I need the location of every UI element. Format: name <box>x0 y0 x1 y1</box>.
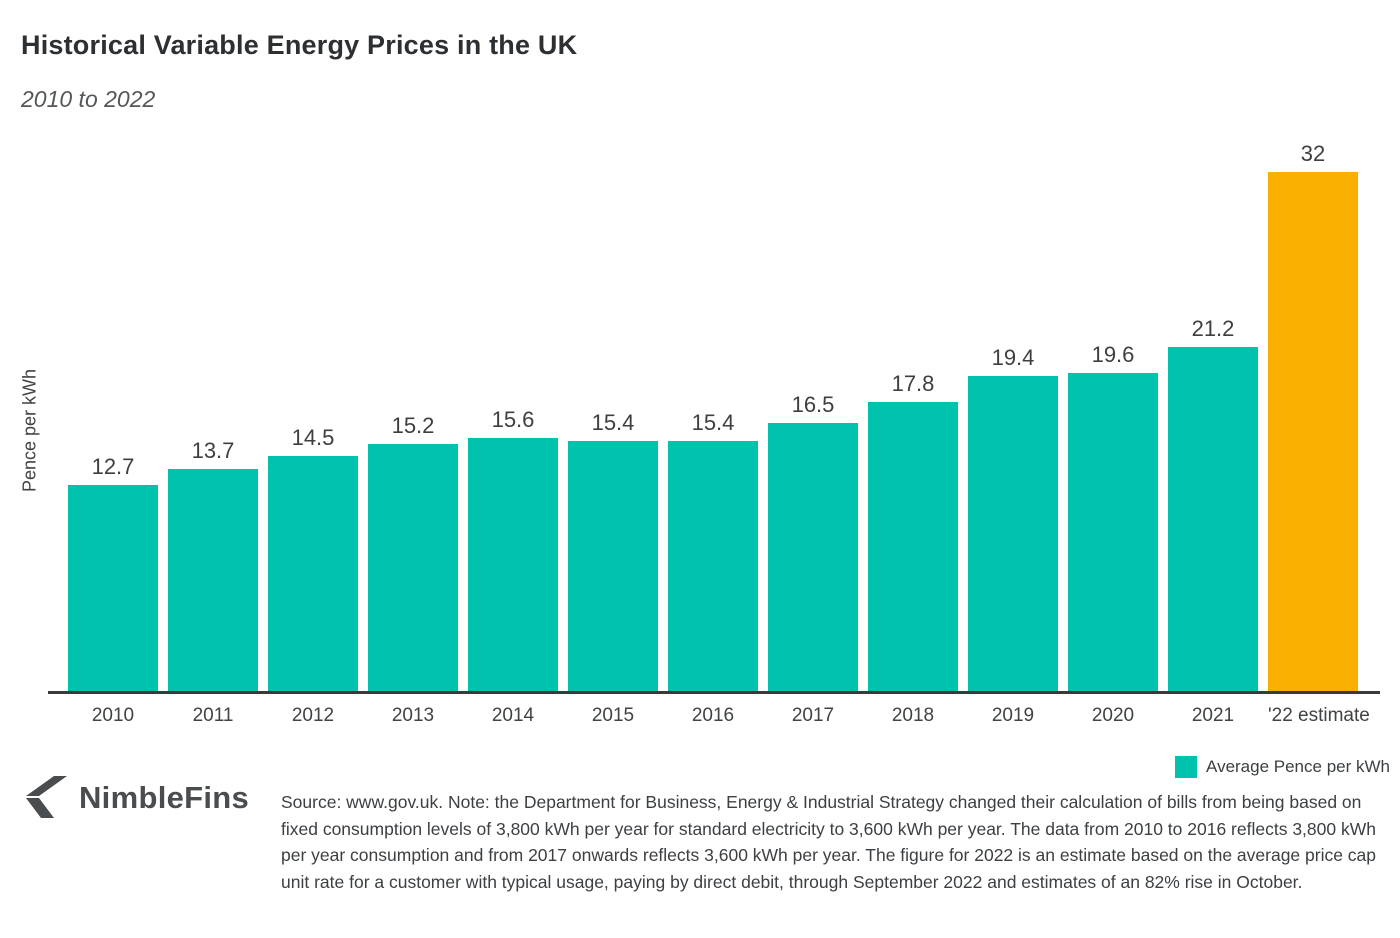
bar <box>68 485 158 691</box>
bar-group: 17.8 <box>868 371 958 691</box>
bar-group: 15.4 <box>568 410 658 691</box>
x-axis-tick-label: 2013 <box>391 705 435 726</box>
legend-swatch <box>1175 756 1198 778</box>
bar <box>268 455 358 691</box>
x-axis-tick-label: 2016 <box>691 705 735 726</box>
x-axis-tick-label: 2011 <box>192 705 234 726</box>
bar-value-label: 32 <box>1300 141 1326 166</box>
x-axis-tick-label: 2017 <box>791 705 835 726</box>
bar <box>368 444 458 691</box>
x-axis-tick-label: '22 estimate <box>1268 705 1370 726</box>
bar-group: 15.4 <box>668 410 758 691</box>
bar-value-label: 15.4 <box>591 410 635 436</box>
bar <box>168 468 258 691</box>
bar-value-label: 19.4 <box>991 345 1035 371</box>
chart-subtitle: 2010 to 2022 <box>21 86 156 112</box>
bar <box>468 438 558 691</box>
bar-value-label: 16.5 <box>791 392 835 418</box>
x-axis-labels: 2010 2011 2012 2013 2014 2015 2016 2017 2018 2019… <box>68 705 1370 727</box>
bar <box>968 376 1058 691</box>
bar <box>668 441 758 691</box>
nimblefins-logo: NimbleFins <box>21 774 249 822</box>
bar-group: 15.2 <box>368 413 458 691</box>
x-axis-tick-label: 2019 <box>991 705 1035 726</box>
x-axis-tick-label: 2010 <box>91 705 135 726</box>
bar-value-label: 15.2 <box>391 413 435 439</box>
bar-group: 32 <box>1268 141 1358 691</box>
bar <box>868 402 958 691</box>
bar-value-label: 17.8 <box>891 371 935 397</box>
x-axis-tick-label: 2015 <box>591 705 635 726</box>
bar-group: 12.7 <box>68 454 158 691</box>
page-title: Historical Variable Energy Prices in the… <box>21 30 578 60</box>
x-axis-tick-label: 2018 <box>891 705 935 726</box>
legend: Average Pence per kWh <box>1175 756 1390 778</box>
bar <box>1168 347 1258 691</box>
bar-value-label: 14.5 <box>291 424 335 450</box>
bar <box>568 441 658 691</box>
plot-area: 12.7 13.7 14.5 15.2 15.6 15.4 15.4 16.5 17.8 19.4… <box>48 132 1380 694</box>
bar-group: 16.5 <box>768 392 858 691</box>
nimblefins-fin-icon <box>26 776 67 818</box>
bar-value-label: 15.6 <box>491 407 535 432</box>
bars-row: 12.7 13.7 14.5 15.2 15.6 15.4 15.4 16.5 17.8 19.4… <box>68 132 1358 691</box>
bar-value-label: 19.6 <box>1091 342 1135 368</box>
bar-value-label: 15.4 <box>691 410 735 436</box>
bar-group: 19.6 <box>1068 342 1158 691</box>
bar-group: 15.6 <box>468 407 558 691</box>
x-axis-tick-label: 2012 <box>291 705 335 726</box>
bar-group: 21.2 <box>1168 316 1258 691</box>
x-axis-tick-label: 2021 <box>1191 705 1235 726</box>
y-axis-label: Pence per kWh <box>19 368 40 493</box>
bar-group: 19.4 <box>968 345 1058 691</box>
bar-group: 14.5 <box>268 425 358 691</box>
bar-value-label: 21.2 <box>1191 316 1235 342</box>
bar <box>1068 373 1158 691</box>
x-axis-line <box>48 691 1380 694</box>
bar <box>768 423 858 691</box>
x-axis-tick-label: 2020 <box>1091 705 1135 726</box>
bar-value-label: 13.7 <box>191 437 235 463</box>
bar-group: 13.7 <box>168 438 258 691</box>
x-axis-tick-label: 2014 <box>491 705 535 726</box>
bar-value-label: 12.7 <box>91 454 135 480</box>
bar <box>1268 172 1358 691</box>
source-note: Source: www.gov.uk. Note: the Department… <box>281 792 1377 892</box>
logo-text: NimbleFins <box>79 780 250 815</box>
legend-label: Average Pence per kWh <box>1206 757 1390 776</box>
